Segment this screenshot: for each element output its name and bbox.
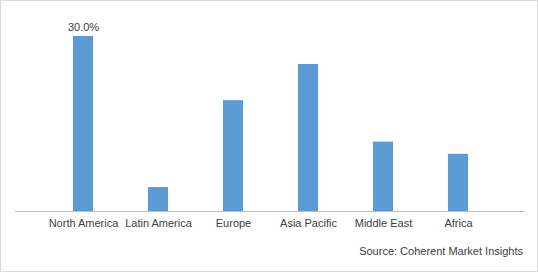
html-text:Source: Coherent Market Insigh: Source: Coherent Market Insights xyxy=(359,245,523,257)
svg-text:Africa: Africa xyxy=(444,217,473,229)
svg-text:North America: North America xyxy=(49,217,120,229)
svg-text:Middle East: Middle East xyxy=(355,217,412,229)
svg-text:30.0%: 30.0% xyxy=(68,21,99,33)
svg-text:Latin America: Latin America xyxy=(125,217,193,229)
svg-text:Europe: Europe xyxy=(216,217,251,229)
svg-text:Asia Pacific: Asia Pacific xyxy=(280,217,337,229)
